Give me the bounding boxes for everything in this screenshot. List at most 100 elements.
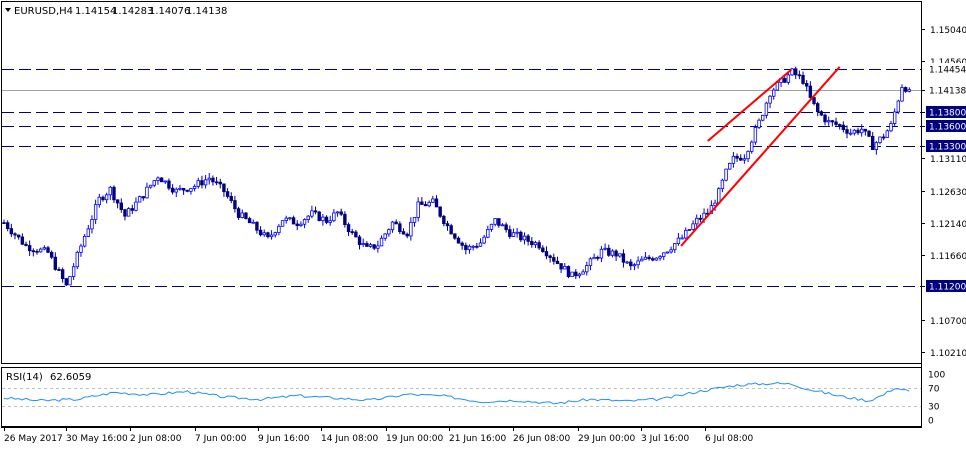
candle-body [588, 258, 593, 266]
level-tag-1.13600-bg [926, 120, 966, 132]
candle-body [163, 180, 167, 183]
trend-line-2 [707, 68, 793, 142]
candle-body [555, 260, 560, 264]
candle-body [189, 188, 193, 192]
time-tick-label: 6 Jul 08:00 [705, 434, 754, 444]
candle-body [658, 256, 662, 259]
level-tag-1.11200-bg [926, 280, 966, 292]
candle-body [38, 248, 43, 253]
candle-body [321, 216, 325, 221]
candle-body [526, 235, 530, 242]
candle-body [295, 223, 299, 227]
candle-body [273, 232, 277, 236]
candle-body [460, 242, 464, 246]
candle-body [643, 256, 648, 260]
candle-body [489, 223, 494, 230]
candle-body [13, 233, 17, 236]
candle-body [64, 278, 69, 286]
candle-body [742, 158, 747, 161]
ohlc-open: 1.14154 [75, 6, 116, 17]
candle-body [574, 271, 578, 277]
price-tick-label: 1.13110 [930, 155, 966, 165]
candle-body [71, 266, 76, 277]
candle-body [889, 123, 893, 132]
candle-body [665, 251, 670, 254]
rsi-plot-frame [1, 367, 922, 427]
candle-body [794, 68, 798, 76]
time-tick-label: 26 May 2017 [4, 434, 63, 444]
price-tick-label: 1.12140 [930, 220, 966, 230]
candle-body [310, 210, 314, 217]
candle-body [786, 74, 791, 83]
candle-body [49, 251, 54, 258]
candle-body [196, 180, 200, 187]
dropdown-triangle-icon[interactable] [5, 8, 11, 12]
candle-body [541, 247, 545, 252]
candle-body [621, 253, 626, 263]
candle-body [892, 111, 897, 124]
candle-body [845, 129, 849, 134]
level-tag-1.14454: 1.14454 [929, 66, 966, 76]
candle-body [900, 87, 904, 102]
rsi-indicator: 100 70 30 0 [2, 371, 945, 427]
candle-body [416, 201, 420, 218]
candle-body [405, 233, 409, 237]
candle-body [684, 229, 688, 239]
candle-body [559, 263, 563, 270]
candle-body [508, 229, 512, 237]
time-tick-label: 29 Jun 00:00 [578, 434, 635, 444]
candle-body [867, 130, 871, 137]
price-tick-label: 1.10700 [930, 317, 966, 327]
candle-body [772, 89, 776, 97]
candle-body [500, 224, 505, 227]
candle-body [878, 136, 882, 144]
candle-body [16, 234, 21, 238]
candle-body [313, 210, 318, 213]
candle-body [343, 213, 347, 225]
candle-body [735, 155, 739, 159]
candle-body [607, 247, 611, 256]
candle-body [159, 177, 164, 183]
candle-body [515, 231, 519, 234]
candle-body [768, 95, 772, 104]
candle-body [486, 228, 490, 238]
candle-body [31, 250, 36, 253]
candle-body [2, 222, 6, 225]
candle-body [713, 202, 717, 206]
candle-body [533, 242, 538, 246]
level-tag-1.13800-bg [926, 106, 966, 118]
candle-body [907, 89, 912, 92]
candle-body [859, 128, 864, 134]
candle-body [335, 211, 340, 214]
candle-body [651, 258, 655, 261]
candle-body [566, 266, 571, 278]
candle-body [819, 111, 824, 116]
candle-body [244, 212, 248, 219]
trend-lines [680, 66, 841, 247]
candle-body [640, 258, 644, 262]
candle-body [225, 191, 230, 197]
candle-body [504, 224, 508, 231]
candle-body [841, 124, 846, 130]
rsi-tick-label: 70 [928, 384, 940, 394]
candle-body [826, 120, 831, 123]
candle-body [46, 247, 50, 253]
candle-body [75, 251, 80, 268]
candle-body [383, 233, 387, 239]
time-tick-label: 3 Jul 16:00 [641, 434, 690, 444]
time-tick-label: 2 Jun 08:00 [130, 434, 182, 444]
candle-body [852, 129, 857, 134]
candle-body [123, 209, 127, 217]
candle-body [130, 208, 134, 211]
candle-body [482, 236, 486, 244]
time-tick-label: 21 Jun 16:00 [449, 434, 506, 444]
candle-body [434, 198, 439, 208]
candle-body [753, 127, 758, 143]
candle-body [394, 221, 398, 225]
main-plot-frame [1, 1, 922, 364]
candle-body [262, 232, 266, 236]
price-tick-label: 1.15040 [930, 26, 966, 36]
candle-body [724, 168, 728, 181]
candle-body [632, 264, 637, 267]
candle-body [823, 114, 827, 123]
